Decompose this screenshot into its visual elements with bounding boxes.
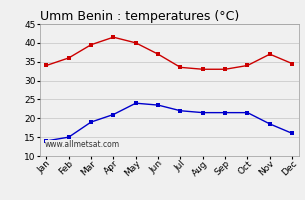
Text: www.allmetsat.com: www.allmetsat.com (45, 140, 120, 149)
Text: Umm Benin : temperatures (°C): Umm Benin : temperatures (°C) (40, 10, 239, 23)
